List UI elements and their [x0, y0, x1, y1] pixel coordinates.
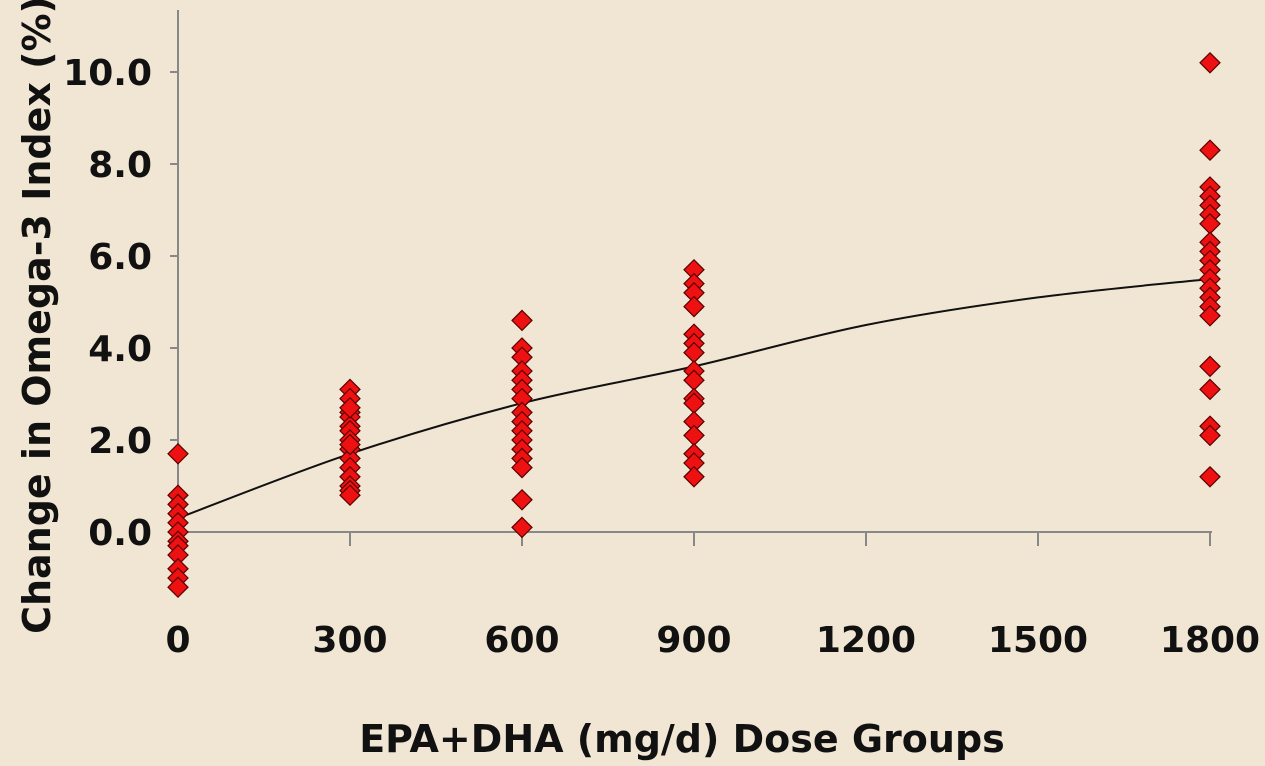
data-point: [1199, 51, 1221, 74]
y-axis-title: Change in Omega-3 Index (%): [15, 0, 59, 634]
data-point: [511, 309, 533, 332]
data-points: [167, 51, 1221, 599]
x-tick-label: 300: [312, 620, 387, 661]
data-point: [1199, 139, 1221, 162]
x-axis-ticks: 0 300 600 900 1200 1500 1800: [165, 532, 1260, 661]
y-tick-label: 4.0: [88, 329, 152, 370]
data-point: [339, 484, 361, 507]
y-tick-label: 8.0: [88, 145, 152, 186]
data-point: [167, 442, 189, 465]
data-point: [339, 396, 361, 419]
data-point: [1199, 424, 1221, 447]
data-point: [1199, 465, 1221, 488]
data-point: [1199, 304, 1221, 327]
data-point: [683, 465, 705, 488]
data-point: [683, 295, 705, 318]
y-tick-label: 10.0: [63, 53, 152, 94]
x-tick-label: 1800: [1160, 620, 1260, 661]
y-axis-ticks: 0.0 2.0 4.0 6.0 8.0 10.0: [63, 53, 178, 554]
data-point: [1199, 355, 1221, 378]
data-point: [167, 576, 189, 599]
x-tick-label: 1500: [988, 620, 1088, 661]
y-tick-label: 0.0: [88, 513, 152, 554]
y-tick-label: 6.0: [88, 237, 152, 278]
x-tick-label: 900: [656, 620, 731, 661]
y-tick-label: 2.0: [88, 421, 152, 462]
data-point: [339, 433, 361, 456]
data-point: [511, 516, 533, 539]
data-point: [1199, 378, 1221, 401]
x-axis-title: EPA+DHA (mg/d) Dose Groups: [359, 717, 1005, 761]
x-tick-label: 600: [484, 620, 559, 661]
data-point: [511, 488, 533, 511]
data-point: [511, 456, 533, 479]
x-tick-label: 0: [165, 620, 190, 661]
data-point: [683, 424, 705, 447]
x-tick-label: 1200: [816, 620, 916, 661]
